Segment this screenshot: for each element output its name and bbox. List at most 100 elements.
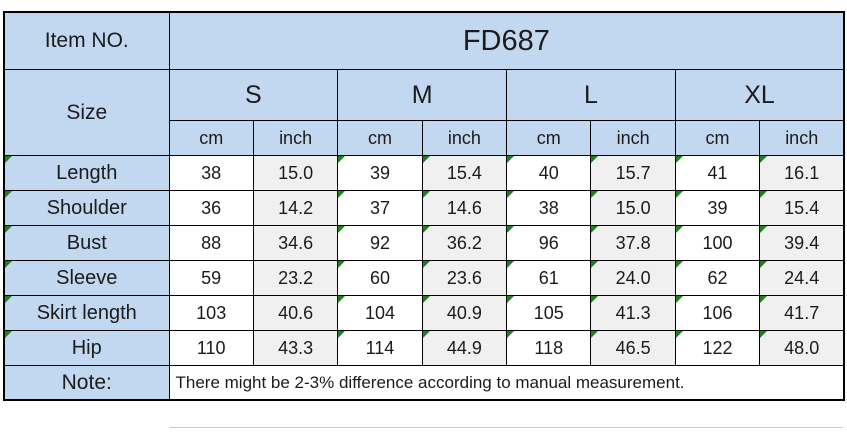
value-cell: 38 — [168, 155, 254, 191]
value-cell: 15.4 — [421, 155, 508, 191]
value-cell: 106 — [674, 295, 761, 331]
size-chart-table: Item NO. FD687 Size S M L XL cm inch cm … — [3, 11, 846, 401]
measure-label-cell: Length — [3, 155, 170, 191]
value-cell: 15.4 — [759, 190, 845, 226]
item-no-value-cell: FD687 — [168, 11, 845, 70]
value-cell: 23.6 — [421, 260, 508, 296]
value-cell: 37 — [337, 190, 423, 226]
table-row: Bust 88 34.6 92 36.2 96 37.8 100 39.4 — [3, 225, 845, 261]
value-cell: 15.0 — [252, 155, 339, 191]
table-row: Length 38 15.0 39 15.4 40 15.7 41 16.1 — [3, 155, 845, 191]
number-stored-as-text-flag-icon — [507, 156, 515, 163]
size-group-cell-s: S — [168, 69, 339, 121]
unit-header-cell-cm: cm — [337, 120, 423, 156]
number-stored-as-text-flag-icon — [676, 331, 683, 338]
value-cell: 37.8 — [590, 225, 676, 261]
value-cell: 110 — [168, 330, 254, 366]
value-cell: 105 — [506, 295, 592, 331]
unit-header-cell-inch: inch — [252, 120, 339, 156]
value-cell: 24.0 — [590, 260, 676, 296]
value-cell: 16.1 — [759, 155, 845, 191]
number-stored-as-text-flag-icon — [338, 261, 346, 268]
value-cell: 24.4 — [759, 260, 845, 296]
value-cell: 122 — [674, 330, 761, 366]
value-cell: 92 — [337, 225, 423, 261]
table-row: Sleeve 59 23.2 60 23.6 61 24.0 62 24.4 — [3, 260, 845, 296]
value-cell: 61 — [506, 260, 592, 296]
value-cell: 41.7 — [759, 295, 845, 331]
number-stored-as-text-flag-icon — [5, 226, 12, 233]
measure-label-cell: Skirt length — [3, 295, 170, 331]
number-stored-as-text-flag-icon — [423, 261, 430, 268]
table-row: Shoulder 36 14.2 37 14.6 38 15.0 39 15.4 — [3, 190, 845, 226]
number-stored-as-text-flag-icon — [676, 156, 683, 163]
value-cell: 39 — [337, 155, 423, 191]
value-cell: 36 — [168, 190, 254, 226]
number-stored-as-text-flag-icon — [507, 331, 515, 338]
value-cell: 15.7 — [590, 155, 676, 191]
number-stored-as-text-flag-icon — [591, 191, 599, 198]
number-stored-as-text-flag-icon — [423, 226, 430, 233]
number-stored-as-text-flag-icon — [676, 191, 683, 198]
unit-header-cell-cm: cm — [674, 120, 761, 156]
value-cell: 43.3 — [252, 330, 339, 366]
value-cell: 118 — [506, 330, 592, 366]
units-row: cm inch cm inch cm inch cm inch — [4, 120, 845, 156]
value-cell: 34.6 — [252, 225, 339, 261]
number-stored-as-text-flag-icon — [423, 296, 430, 303]
value-cell: 88 — [168, 225, 254, 261]
number-stored-as-text-flag-icon — [591, 296, 599, 303]
item-no-label-cell: Item NO. — [3, 11, 170, 70]
unit-header-cell-cm: cm — [506, 120, 592, 156]
value-cell: 38 — [506, 190, 592, 226]
value-cell: 60 — [337, 260, 423, 296]
number-stored-as-text-flag-icon — [591, 226, 599, 233]
number-stored-as-text-flag-icon — [760, 261, 768, 268]
measure-label-cell: Bust — [3, 225, 170, 261]
sizes-row: Size S M L XL — [3, 69, 845, 156]
number-stored-as-text-flag-icon — [338, 226, 346, 233]
value-cell: 14.2 — [252, 190, 339, 226]
number-stored-as-text-flag-icon — [676, 261, 683, 268]
note-label-cell: Note: — [3, 365, 170, 401]
number-stored-as-text-flag-icon — [760, 156, 768, 163]
value-cell: 59 — [168, 260, 254, 296]
value-cell: 40 — [506, 155, 592, 191]
size-header-cell: Size — [3, 69, 170, 156]
number-stored-as-text-flag-icon — [423, 331, 430, 338]
number-stored-as-text-flag-icon — [5, 331, 12, 338]
size-group-cell-m: M — [337, 69, 508, 121]
number-stored-as-text-flag-icon — [760, 191, 768, 198]
unit-header-cell-inch: inch — [590, 120, 676, 156]
number-stored-as-text-flag-icon — [338, 191, 346, 198]
number-stored-as-text-flag-icon — [5, 191, 12, 198]
value-cell: 96 — [506, 225, 592, 261]
note-row: Note: There might be 2-3% difference acc… — [3, 365, 845, 401]
value-cell: 39 — [674, 190, 761, 226]
number-stored-as-text-flag-icon — [507, 226, 515, 233]
number-stored-as-text-flag-icon — [591, 261, 599, 268]
number-stored-as-text-flag-icon — [591, 331, 599, 338]
number-stored-as-text-flag-icon — [760, 226, 768, 233]
number-stored-as-text-flag-icon — [591, 156, 599, 163]
size-group-cell-l: L — [506, 69, 676, 121]
value-cell: 104 — [337, 295, 423, 331]
value-cell: 46.5 — [590, 330, 676, 366]
item-row: Item NO. FD687 — [3, 11, 845, 70]
value-cell: 41.3 — [590, 295, 676, 331]
value-cell: 36.2 — [421, 225, 508, 261]
table-row: Skirt length 103 40.6 104 40.9 105 41.3 106 41.7 — [3, 295, 845, 331]
value-cell: 15.0 — [590, 190, 676, 226]
value-cell: 40.9 — [421, 295, 508, 331]
number-stored-as-text-flag-icon — [338, 331, 346, 338]
number-stored-as-text-flag-icon — [760, 296, 768, 303]
table-row: Hip 110 43.3 114 44.9 118 46.5 122 48.0 — [3, 330, 845, 366]
number-stored-as-text-flag-icon — [5, 156, 12, 163]
bottom-faint-line — [170, 427, 843, 428]
value-cell: 100 — [674, 225, 761, 261]
unit-header-cell-cm: cm — [168, 120, 254, 156]
value-cell: 39.4 — [759, 225, 845, 261]
number-stored-as-text-flag-icon — [423, 156, 430, 163]
note-text-cell: There might be 2-3% difference according… — [168, 365, 845, 401]
